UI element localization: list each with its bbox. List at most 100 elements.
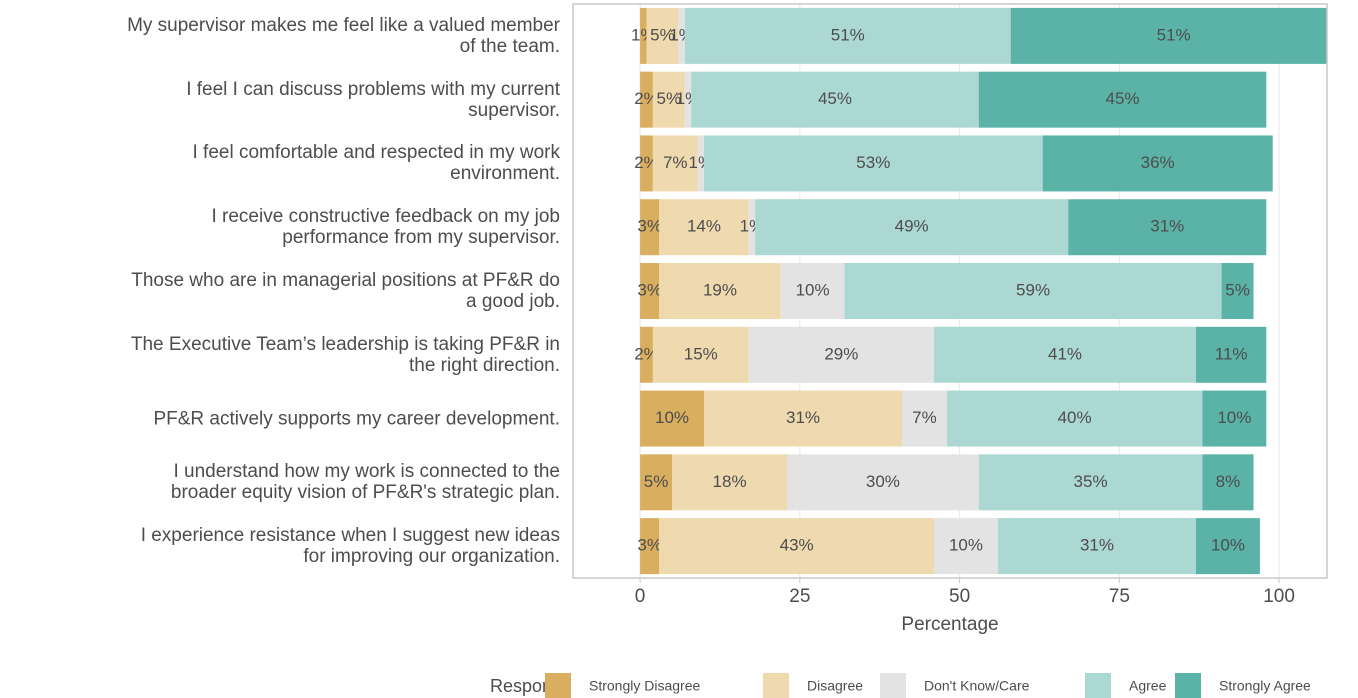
legend-key [763, 673, 789, 698]
value-label: 5% [657, 89, 682, 108]
value-label: 14% [687, 217, 721, 236]
y-tick-label: I experience resistance when I suggest n… [140, 525, 560, 568]
y-tick-label: My supervisor makes me feel like a value… [127, 14, 560, 57]
bar-segment [934, 518, 998, 575]
legend-key [1085, 673, 1111, 698]
value-label: 10% [1217, 408, 1251, 427]
value-label: 5% [650, 25, 675, 44]
bar-segment [678, 7, 685, 64]
bar-segment [748, 326, 935, 383]
value-label: 43% [780, 536, 814, 555]
value-label: 29% [824, 344, 858, 363]
value-label: 3% [637, 217, 662, 236]
value-label: 11% [1215, 344, 1248, 363]
value-label: 53% [856, 153, 890, 172]
bar-segment [640, 263, 660, 319]
bar-segment [684, 7, 1011, 64]
bar-segment [640, 390, 704, 447]
x-tick-label: 25 [789, 586, 810, 607]
value-label: 49% [895, 217, 929, 236]
value-label: 10% [1211, 536, 1245, 555]
y-tick-label: Those who are in managerial positions at… [131, 270, 560, 312]
bar-segment [1042, 135, 1273, 192]
legend-label: Strongly Disagree [589, 678, 700, 694]
bar-segment [1202, 454, 1254, 511]
legend-key [880, 673, 906, 698]
bar-segment [640, 135, 653, 192]
value-label: 5% [644, 472, 669, 491]
value-label: 51% [1157, 25, 1191, 44]
bars: 1%5%1% 51% 51%2%5%1% 45% 45%2% 7% 1% 53% 36%3% 14… [631, 7, 1327, 575]
legend-label: Strongly Agree [1219, 678, 1311, 694]
value-label: 35% [1074, 472, 1108, 491]
value-label: 3% [637, 280, 662, 299]
bar-segment [1196, 518, 1260, 575]
bar-segment [703, 135, 1043, 192]
y-tick-label: I understand how my work is connected to… [170, 461, 560, 504]
bar-segment [652, 326, 749, 383]
value-label: 2% [634, 344, 659, 363]
bar-segment [748, 199, 756, 256]
bar-segment [640, 326, 653, 383]
value-label: 10% [949, 536, 983, 555]
value-label: 40% [1058, 408, 1092, 427]
value-label: 7% [663, 153, 688, 172]
value-label: 3% [637, 536, 662, 555]
bar-segment [684, 71, 692, 128]
value-label: 8% [1216, 472, 1241, 491]
bar-segment [1196, 326, 1267, 383]
bar-segment [755, 199, 1069, 256]
value-label: 59% [1016, 280, 1050, 299]
bar-segment [646, 7, 679, 64]
bar-segment [978, 71, 1267, 128]
y-tick-label: I feel I can discuss problems with my cu… [186, 78, 560, 121]
value-label: 36% [1141, 153, 1175, 172]
x-tick-label: 0 [635, 586, 646, 607]
value-label: 45% [1106, 89, 1140, 108]
value-label: 2% [634, 153, 659, 172]
bar-segment [640, 7, 647, 64]
panel-border [572, 3, 1328, 579]
bar-segment [697, 135, 704, 192]
bar-segment [640, 71, 653, 128]
bar-segment [1010, 7, 1327, 64]
value-label: 2% [634, 89, 659, 108]
x-tick-label: 50 [949, 586, 970, 607]
bar-segment [1068, 199, 1267, 256]
y-tick-label: I receive constructive feedback on my jo… [211, 206, 560, 249]
value-label: 10% [655, 408, 689, 427]
bar-segment [934, 326, 1197, 383]
value-label: 31% [1080, 536, 1114, 555]
value-label: 31% [786, 408, 820, 427]
x-tick-label: 100 [1263, 586, 1295, 607]
value-label: 10% [796, 280, 830, 299]
value-label: 18% [713, 472, 747, 491]
bar-segment [672, 454, 788, 511]
y-tick-label: The Executive Team’s leadership is takin… [130, 333, 560, 376]
bar-segment [652, 71, 685, 128]
x-tick-label: 75 [1109, 586, 1130, 607]
bar-segment [844, 263, 1222, 319]
value-label: 30% [866, 472, 900, 491]
y-tick-label: I feel comfortable and respected in my w… [192, 142, 560, 185]
legend-label: Don't Know/Care [924, 678, 1030, 694]
bar-segment [640, 518, 660, 575]
value-label: 7% [912, 408, 937, 427]
value-label: 5% [1225, 280, 1250, 299]
bar-segment [946, 390, 1203, 447]
value-label: 51% [831, 25, 865, 44]
bar-segment [997, 518, 1197, 575]
bar-segment [640, 454, 673, 511]
bar-segment [1221, 263, 1254, 319]
bar-segment [691, 71, 979, 128]
legend-key [545, 673, 571, 698]
value-label: 31% [1150, 217, 1184, 236]
bar-segment [902, 390, 947, 447]
y-tick-label: PF&R actively supports my career develop… [153, 408, 560, 430]
bar-segment [640, 199, 660, 256]
value-label: 19% [703, 280, 737, 299]
value-label: 41% [1048, 344, 1082, 363]
bar-segment [780, 263, 845, 319]
